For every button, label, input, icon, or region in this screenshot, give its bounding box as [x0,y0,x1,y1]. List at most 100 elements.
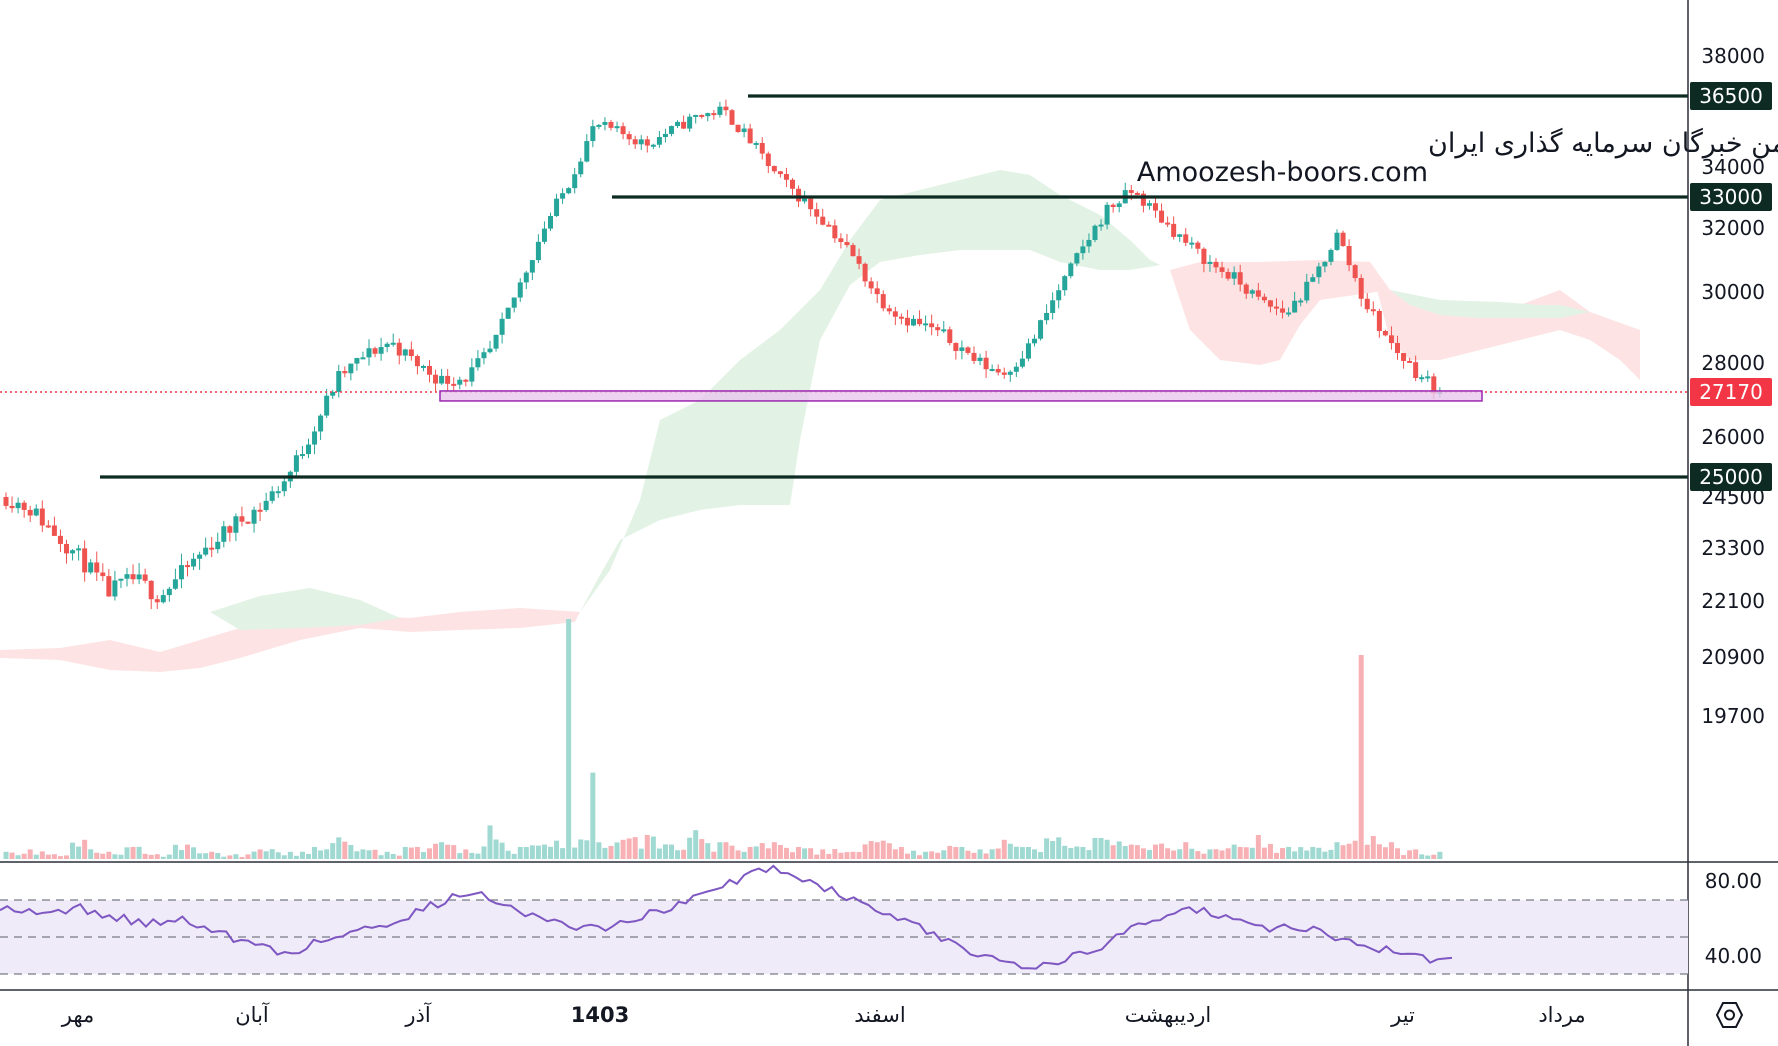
level-badge-label: 36500 [1699,84,1763,108]
candle-body [1074,253,1080,264]
candle-body [959,347,965,351]
candle-body [669,126,674,134]
horizontal-levels[interactable] [100,94,1688,479]
volume-bar [39,851,45,859]
volume-bar [1159,843,1165,859]
candle-body [1340,232,1346,246]
candle-body [638,139,644,145]
price-tick-label: 30000 [1701,280,1765,304]
candle-body [1032,338,1037,344]
candle-body [886,308,892,312]
cloud-segment [580,170,1160,612]
time-axis[interactable]: مهر آبان آذر 1403 اسفند اردیبهشت تیر مرداد [61,1002,1586,1027]
candle-body [3,497,9,506]
volume-bar [299,851,305,859]
volume-bar [408,847,414,859]
volume-bar [1165,848,1171,859]
candle-body [493,334,499,349]
volume-bar [898,847,904,859]
candle-body [1298,300,1304,303]
candle-body [130,574,136,580]
candle-body [64,543,69,554]
price-tick-label: 19700 [1701,704,1765,728]
volume-bar [57,856,63,859]
candle-body [209,547,215,550]
volume-bar [312,847,318,859]
candle-body [463,379,469,382]
candle-body [76,548,82,551]
candle-body [427,365,432,375]
volume-bar [929,851,935,859]
candle-body [433,374,439,384]
candle-body [1286,312,1292,315]
candle-body [1376,310,1382,332]
volume-bar [729,845,735,859]
price-axis[interactable]: 3800034000320003000028000260002450023300… [1701,44,1765,728]
volume-bar [511,853,517,859]
volume-bar [1201,853,1207,859]
candle-body [390,342,396,345]
candle-body [723,106,729,111]
candle-body [560,193,566,199]
candle-body [614,126,620,129]
volume-bar [1237,846,1243,859]
candle-body [372,348,378,354]
candle-body [1310,277,1316,282]
rsi-tick-80: 80.00 [1705,869,1762,893]
volume-bar [166,854,172,859]
volume-bar [1401,855,1407,859]
volume-bar [1298,847,1304,859]
volume-bar [1080,847,1086,859]
volume-bar [687,837,693,859]
rsi-tick-40: 40.00 [1705,944,1762,968]
candle-body [850,245,856,257]
candle-body [39,508,45,526]
support-zone-box[interactable] [439,390,1483,402]
candle-body [420,365,426,368]
volume-bar [76,846,82,859]
volume-bar [269,849,275,859]
volume-bar [221,856,227,859]
candle-body [499,318,505,335]
volume-bar [94,852,100,859]
candle-body [191,558,197,567]
candle-body [1086,239,1092,247]
volume-bars [3,619,1443,859]
candle-body [832,225,838,239]
candle-body [572,174,578,189]
candle-body [771,166,777,172]
volume-bar [1183,842,1189,859]
candle-body [1050,300,1056,313]
volume-bar [378,855,384,859]
volume-bar [336,837,342,859]
volume-bar [203,853,209,859]
candle-body [953,342,959,351]
cloud-segment [210,588,400,630]
candle-body [995,368,1001,373]
candle-body [1237,272,1243,285]
volume-bar [862,844,868,859]
settings-icon[interactable] [1715,1002,1744,1028]
volume-bar [850,851,856,859]
volume-bar [27,849,33,859]
volume-bar [1413,849,1419,859]
candle-body [808,198,814,210]
candle-body [983,357,989,370]
volume-bar [227,855,233,859]
candle-body [251,509,257,524]
volume-bar [33,854,39,859]
volume-bar [493,839,499,859]
candle-body [1322,261,1328,267]
candle-body [457,379,463,385]
candle-body [70,550,76,554]
candle-body [1128,190,1134,193]
candle-body [1110,204,1116,208]
volume-bar [15,855,21,859]
volume-bar [1110,845,1116,859]
candle-body [1116,203,1122,208]
price-tick-label: 23300 [1701,536,1765,560]
level-badge-label: 33000 [1699,185,1763,209]
volume-bar [1146,849,1152,859]
candle-body [414,356,420,367]
